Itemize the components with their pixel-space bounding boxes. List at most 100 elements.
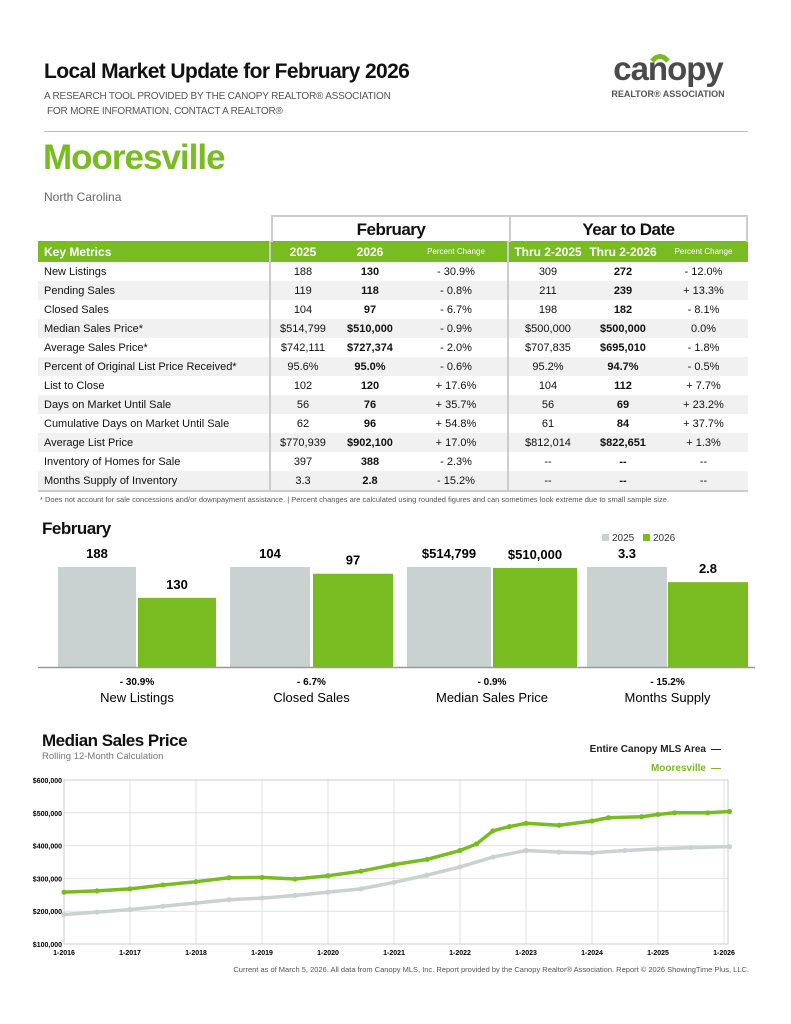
bar: [230, 567, 310, 667]
table-row: Days on Market Until Sale 56 76 + 35.7% 56 69…: [38, 395, 748, 414]
data-point: [457, 864, 463, 870]
metric-value: $500,000: [600, 322, 646, 335]
table-row: Average Sales Price* $742,111 $727,374 - 2.…: [38, 338, 748, 357]
data-point: [605, 815, 612, 821]
metric-value: 62: [296, 417, 310, 430]
bar-category-label: New Listings: [100, 690, 174, 705]
metric-value: 120: [360, 379, 380, 392]
legend-2026: 2026: [653, 533, 676, 544]
metric-value: $742,111: [280, 341, 326, 354]
data-point: [127, 906, 133, 913]
data-point: [193, 879, 199, 885]
data-point: [259, 895, 265, 901]
data-point: [94, 909, 100, 915]
bar-change-label: - 15.2%: [650, 677, 685, 688]
metric-value: 56: [541, 398, 555, 411]
data-point: [292, 892, 298, 899]
metric-value: 388: [360, 455, 380, 468]
metric-value: + 17.6%: [405, 376, 509, 395]
line-chart-subtitle: Rolling 12-Month Calculation: [42, 751, 164, 762]
col-2026: 2026: [356, 244, 384, 259]
footer: Current as of March 5, 2026. All data fr…: [233, 965, 749, 974]
data-point: [457, 847, 463, 854]
metric-value: + 1.3%: [686, 436, 721, 449]
metric-value: $695,010: [600, 341, 646, 354]
y-tick-label: $500,000: [33, 811, 62, 818]
metric-value: $514,799: [280, 322, 326, 335]
canopy-logo: canopy REALTOR® ASSOCIATION: [611, 50, 725, 99]
data-point: [424, 856, 430, 862]
data-point: [726, 843, 733, 850]
metric-value: 112: [614, 379, 632, 392]
metric-value: 97: [363, 303, 377, 316]
metric-value: 95.6%: [287, 360, 319, 373]
metric-value: - 0.9%: [405, 319, 509, 338]
metric-value: 104: [538, 379, 558, 392]
metric-value: 119: [294, 284, 312, 297]
metric-value: $510,000: [347, 322, 393, 335]
metric-name: Inventory of Homes for Sale: [38, 452, 271, 471]
x-tick-label: 1-2019: [251, 950, 273, 957]
bar: [587, 567, 667, 667]
metric-name: Average Sales Price*: [38, 338, 271, 357]
bar-value-label: $514,799: [422, 546, 476, 561]
metric-value: --: [619, 474, 627, 487]
data-point: [226, 875, 232, 881]
table-header-row: Key Metrics 2025 2026 Percent Change Thr…: [38, 241, 748, 262]
metric-value: + 17.0%: [405, 433, 509, 452]
metric-value: - 6.7%: [405, 300, 509, 319]
y-tick-label: $400,000: [33, 844, 62, 851]
col-2025: 2025: [289, 244, 317, 259]
bar-change-label: - 6.7%: [297, 677, 326, 688]
bar: [407, 567, 491, 667]
metric-value: 95.2%: [532, 360, 564, 373]
data-point: [358, 886, 364, 892]
data-point: [358, 868, 364, 874]
metric-value: 397: [293, 455, 313, 468]
x-tick-label: 1-2023: [515, 950, 537, 957]
data-point: [556, 849, 562, 855]
legend-2025: 2025: [612, 533, 635, 544]
metric-name: List to Close: [38, 376, 271, 395]
data-point: [160, 903, 166, 909]
metric-value: --: [699, 455, 708, 468]
metric-value: 309: [538, 265, 558, 278]
state-name: North Carolina: [44, 190, 122, 204]
table-footnote: * Does not account for sale concessions …: [40, 495, 669, 504]
data-point: [726, 808, 733, 815]
data-point: [655, 846, 661, 852]
y-tick-label: $100,000: [33, 942, 62, 949]
data-point: [671, 810, 678, 816]
metric-value: 130: [360, 265, 380, 278]
data-point: [638, 814, 645, 820]
col-ytd-2026: Thru 2-2026: [589, 244, 657, 259]
metric-value: 182: [613, 303, 633, 316]
bar-value-label: 3.3: [618, 546, 636, 561]
legend-label: Mooresville: [651, 763, 706, 774]
legend-swatch-2025: [602, 534, 609, 541]
metric-value: - 12.0%: [684, 265, 723, 278]
data-point: [523, 820, 529, 826]
bar-value-label: 130: [166, 577, 188, 592]
metric-value: 76: [363, 398, 377, 411]
data-point: [292, 876, 298, 882]
bar-value-label: 188: [86, 546, 108, 561]
data-point: [589, 850, 595, 856]
data-point: [160, 882, 166, 888]
metric-value: 211: [539, 284, 557, 297]
table-row: New Listings 188 130 - 30.9% 309 272 - 12.0%: [38, 262, 748, 281]
data-point: [523, 847, 529, 854]
metric-name: New Listings: [38, 262, 271, 281]
table-row: Pending Sales 119 118 - 0.8% 211 239 + 13.3%: [38, 281, 748, 300]
legend-mark: —: [711, 744, 721, 755]
data-point: [688, 844, 694, 851]
data-point: [490, 828, 496, 834]
metric-value: - 0.6%: [405, 357, 509, 376]
metric-value: 2.8: [362, 474, 378, 487]
metric-value: 198: [538, 303, 558, 316]
group-february: February: [271, 215, 511, 242]
metric-value: + 54.8%: [405, 414, 509, 433]
x-tick-label: 1-2022: [449, 950, 471, 957]
bar-value-label: 2.8: [699, 561, 717, 576]
subtitle: A RESEARCH TOOL PROVIDED BY THE CANOPY R…: [44, 91, 391, 102]
